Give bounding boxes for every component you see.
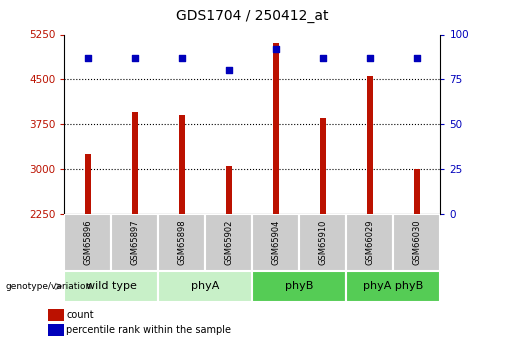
Bar xyxy=(64,271,159,302)
Text: GSM65902: GSM65902 xyxy=(225,220,233,265)
Text: phyB: phyB xyxy=(285,282,314,291)
Point xyxy=(413,55,421,61)
Point xyxy=(178,55,186,61)
Bar xyxy=(226,166,232,214)
Text: wild type: wild type xyxy=(86,282,137,291)
Text: GSM65897: GSM65897 xyxy=(130,219,140,265)
Bar xyxy=(252,271,346,302)
Bar xyxy=(346,271,440,302)
Text: GSM66030: GSM66030 xyxy=(413,219,421,265)
Text: GSM65904: GSM65904 xyxy=(271,220,280,265)
Bar xyxy=(346,214,393,271)
Text: GSM65896: GSM65896 xyxy=(83,219,92,265)
Point xyxy=(366,55,374,61)
Bar xyxy=(179,115,185,214)
Bar xyxy=(320,118,325,214)
Bar xyxy=(205,214,252,271)
Bar xyxy=(367,76,373,214)
Text: GSM66029: GSM66029 xyxy=(365,220,374,265)
Bar xyxy=(48,309,63,321)
Point xyxy=(225,68,233,73)
Text: count: count xyxy=(66,310,94,320)
Text: phyA: phyA xyxy=(191,282,219,291)
Bar xyxy=(252,214,299,271)
Bar xyxy=(111,214,159,271)
Text: GDS1704 / 250412_at: GDS1704 / 250412_at xyxy=(176,9,329,23)
Text: genotype/variation: genotype/variation xyxy=(5,282,91,291)
Point xyxy=(272,46,280,52)
Bar xyxy=(85,154,91,214)
Bar xyxy=(159,271,252,302)
Bar xyxy=(132,112,138,214)
Point xyxy=(319,55,327,61)
Bar xyxy=(159,214,205,271)
Bar xyxy=(299,214,346,271)
Point xyxy=(131,55,139,61)
Text: GSM65898: GSM65898 xyxy=(177,219,186,265)
Bar xyxy=(414,169,420,214)
Text: percentile rank within the sample: percentile rank within the sample xyxy=(66,325,231,335)
Bar xyxy=(64,214,111,271)
Bar xyxy=(393,214,440,271)
Bar xyxy=(48,324,63,336)
Text: GSM65910: GSM65910 xyxy=(318,220,328,265)
Point xyxy=(84,55,92,61)
Text: phyA phyB: phyA phyB xyxy=(363,282,423,291)
Bar xyxy=(273,43,279,214)
